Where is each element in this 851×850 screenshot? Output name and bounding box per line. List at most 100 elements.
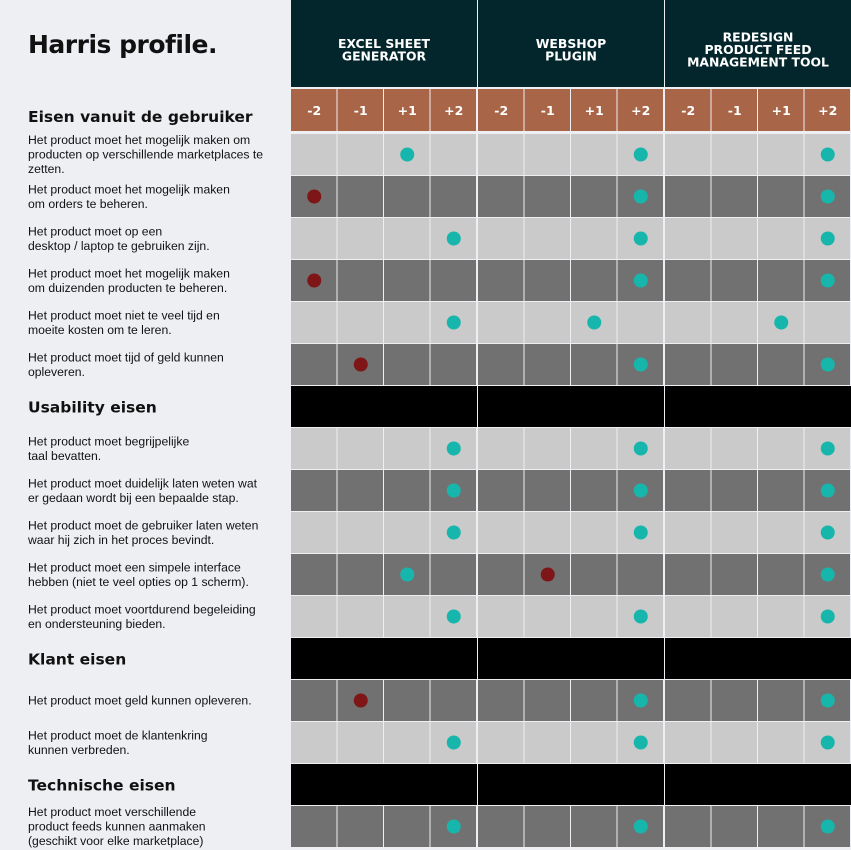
matrix-cell	[758, 134, 804, 175]
requirement-label: product feeds kunnen aanmaken	[28, 820, 206, 834]
negative-score-dot	[353, 357, 368, 372]
scale-header-cell	[478, 89, 524, 131]
scale-label: -1	[728, 103, 742, 118]
positive-score-dot	[446, 231, 461, 246]
section-band	[665, 638, 851, 679]
matrix-cell	[478, 134, 524, 175]
requirement-label: opleveren.	[28, 365, 85, 379]
positive-score-dot	[446, 315, 461, 330]
matrix-cell	[758, 428, 804, 469]
matrix-cell	[665, 806, 711, 847]
requirement-label: producten op verschillende marketplaces …	[28, 148, 263, 162]
positive-score-dot	[446, 441, 461, 456]
matrix-cell	[571, 134, 617, 175]
matrix-cell	[291, 134, 337, 175]
scale-label: +2	[631, 103, 650, 118]
positive-score-dot	[633, 357, 648, 372]
positive-score-dot	[633, 693, 648, 708]
matrix-cell	[337, 134, 383, 175]
matrix-cell	[337, 218, 383, 259]
matrix-cell	[430, 554, 476, 595]
requirement-label: Het product moet een simpele interface	[28, 560, 241, 574]
requirement-label: Het product moet de klantenkring	[28, 728, 208, 742]
requirement-label: hebben (niet te veel opties op 1 scherm)…	[28, 575, 249, 589]
matrix-cell	[337, 596, 383, 637]
matrix-cell	[665, 722, 711, 763]
matrix-cell	[337, 176, 383, 217]
matrix-cell	[430, 176, 476, 217]
matrix-cell	[291, 596, 337, 637]
matrix-cell	[711, 512, 757, 553]
matrix-cell	[337, 722, 383, 763]
matrix-cell	[711, 680, 757, 721]
matrix-cell	[478, 176, 524, 217]
matrix-cell	[711, 302, 757, 343]
requirement-label: Het product moet duidelijk laten weten w…	[28, 476, 258, 490]
positive-score-dot	[633, 441, 648, 456]
requirement-label: Het product moet de gebruiker laten wete…	[28, 518, 258, 532]
matrix-cell	[711, 722, 757, 763]
scale-header-cell	[384, 89, 430, 131]
matrix-cell	[758, 470, 804, 511]
matrix-cell	[478, 722, 524, 763]
matrix-cell	[758, 722, 804, 763]
matrix-cell	[478, 302, 524, 343]
positive-score-dot	[820, 357, 835, 372]
matrix-cell	[524, 218, 570, 259]
requirement-label: om orders te beheren.	[28, 197, 148, 211]
matrix-cell	[758, 218, 804, 259]
matrix-cell	[478, 554, 524, 595]
matrix-cell	[571, 596, 617, 637]
project-header	[291, 0, 477, 87]
matrix-cell	[384, 302, 430, 343]
requirement-label: Het product moet tijd of geld kunnen	[28, 350, 224, 364]
matrix-cell	[478, 344, 524, 385]
positive-score-dot	[820, 609, 835, 624]
matrix-cell	[711, 428, 757, 469]
positive-score-dot	[446, 483, 461, 498]
positive-score-dot	[633, 273, 648, 288]
matrix-cell	[291, 680, 337, 721]
requirement-label: kunnen verbreden.	[28, 743, 130, 757]
positive-score-dot	[820, 147, 835, 162]
matrix-cell	[665, 260, 711, 301]
requirement-label: Het product moet niet te veel tijd en	[28, 308, 220, 322]
requirement-label: Het product moet voortdurend begeleiding	[28, 602, 256, 616]
matrix-cell	[478, 218, 524, 259]
matrix-cell	[384, 218, 430, 259]
matrix-cell	[617, 302, 663, 343]
positive-score-dot	[633, 525, 648, 540]
matrix-cell	[384, 344, 430, 385]
matrix-cell	[430, 680, 476, 721]
scale-header-cell	[804, 89, 850, 131]
positive-score-dot	[446, 819, 461, 834]
matrix-cell	[758, 806, 804, 847]
matrix-cell	[384, 428, 430, 469]
page-title: Harris profile.	[28, 30, 217, 59]
matrix-cell	[337, 260, 383, 301]
matrix-cell	[291, 554, 337, 595]
scale-header-cell	[430, 89, 476, 131]
project-title: GENERATOR	[342, 48, 427, 63]
scale-label: -2	[307, 103, 321, 118]
project-title: PRODUCT FEED	[704, 42, 811, 57]
matrix-cell	[711, 806, 757, 847]
positive-score-dot	[820, 567, 835, 582]
matrix-cell	[665, 470, 711, 511]
matrix-cell	[430, 260, 476, 301]
matrix-cell	[571, 428, 617, 469]
requirement-label: desktop / laptop te gebruiken zijn.	[28, 239, 210, 253]
scale-header-cell	[291, 89, 337, 131]
section-heading: Technische eisen	[28, 777, 176, 795]
scale-header-cell	[617, 89, 663, 131]
positive-score-dot	[820, 525, 835, 540]
matrix-cell	[337, 554, 383, 595]
matrix-cell	[758, 344, 804, 385]
matrix-cell	[524, 512, 570, 553]
positive-score-dot	[587, 315, 602, 330]
matrix-cell	[524, 680, 570, 721]
matrix-cell	[665, 344, 711, 385]
negative-score-dot	[353, 693, 368, 708]
project-header	[478, 0, 664, 87]
